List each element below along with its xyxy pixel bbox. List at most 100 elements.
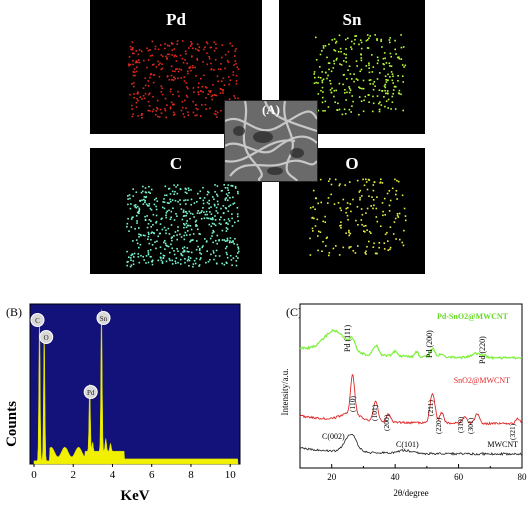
map-dot [331, 39, 334, 41]
map-dot [185, 214, 187, 217]
map-dot [391, 187, 394, 190]
map-dot [203, 197, 206, 199]
map-dot [136, 66, 138, 69]
map-dot [372, 83, 374, 85]
map-dot [397, 180, 400, 183]
map-dot [222, 89, 224, 91]
map-dot [182, 61, 185, 64]
map-dot [165, 244, 167, 247]
map-dot [171, 239, 173, 242]
xrd-xlabel: 2θ/degree [393, 488, 428, 498]
map-pd: Pd [90, 0, 262, 134]
map-dot [358, 96, 361, 98]
map-dot [327, 106, 330, 108]
map-dot [221, 239, 224, 241]
map-dot [144, 77, 147, 79]
map-dot [210, 95, 213, 98]
map-dot [227, 184, 230, 186]
map-dot [169, 90, 172, 93]
map-dot [324, 45, 327, 47]
map-dot [330, 91, 333, 94]
map-dot [137, 115, 139, 117]
map-dot [134, 228, 136, 230]
map-dot [155, 197, 157, 200]
map-dot [176, 184, 179, 186]
map-dot [356, 206, 359, 208]
map-dot [334, 50, 337, 52]
map-dot [188, 189, 190, 192]
map-dot [196, 59, 199, 61]
map-dot [327, 62, 330, 64]
map-dot [190, 41, 192, 43]
map-dot [314, 197, 317, 199]
map-dot [376, 39, 378, 41]
map-dot [361, 213, 364, 216]
map-dot [173, 193, 175, 195]
map-dot [173, 55, 176, 58]
map-dot [376, 95, 379, 97]
map-dot [234, 238, 236, 240]
map-dot [360, 47, 363, 50]
map-dot [199, 197, 202, 199]
map-dot [225, 227, 228, 229]
map-dot [348, 247, 350, 249]
map-dot [368, 195, 370, 197]
map-dot [166, 202, 169, 204]
map-dot [190, 189, 192, 191]
map-dot [345, 211, 347, 214]
map-dot [171, 199, 174, 201]
map-dot [148, 191, 150, 193]
edx-spectrum [33, 309, 239, 465]
map-dot [141, 113, 143, 115]
map-dot [170, 101, 173, 104]
map-dot [163, 207, 166, 210]
map-dot [345, 61, 348, 63]
map-dot [197, 86, 199, 89]
map-dot [324, 221, 326, 223]
map-dot [226, 240, 228, 242]
map-dot [389, 65, 391, 67]
map-dot [177, 77, 179, 80]
map-dot [329, 178, 331, 180]
map-dot [176, 40, 179, 42]
map-dot [183, 223, 185, 225]
map-dot [345, 232, 347, 234]
edx-peak-marker [96, 311, 111, 325]
map-dot [234, 60, 237, 62]
map-dot [335, 42, 337, 44]
map-dot [355, 78, 358, 80]
map-dot [158, 116, 161, 118]
panel-c-label: (C) [286, 305, 302, 319]
map-dot [366, 229, 368, 231]
map-dot [386, 90, 389, 92]
map-dot [171, 79, 173, 81]
map-dot [338, 108, 341, 111]
map-dot [354, 252, 357, 254]
map-dot [155, 208, 158, 211]
map-dot [337, 102, 339, 105]
map-dot [220, 216, 222, 218]
map-dot [333, 60, 335, 62]
map-dot [402, 75, 404, 77]
map-dot [404, 64, 407, 67]
map-dot [192, 100, 194, 103]
map-dot [207, 217, 210, 220]
map-dot [165, 214, 167, 217]
map-dot [353, 73, 355, 75]
map-dot [129, 45, 132, 48]
map-dot [144, 219, 147, 221]
map-dot [374, 252, 377, 255]
map-dot [173, 76, 175, 78]
map-dot [135, 70, 138, 73]
map-dot [226, 237, 229, 240]
map-dot [169, 198, 171, 201]
map-dot [236, 213, 239, 215]
map-dot [345, 48, 347, 50]
map-dot [380, 178, 382, 181]
map-dot [151, 231, 153, 233]
map-dot [313, 217, 315, 220]
map-dot [169, 193, 172, 195]
map-dot [198, 46, 201, 49]
map-dot [189, 240, 191, 243]
map-dot [148, 219, 151, 221]
